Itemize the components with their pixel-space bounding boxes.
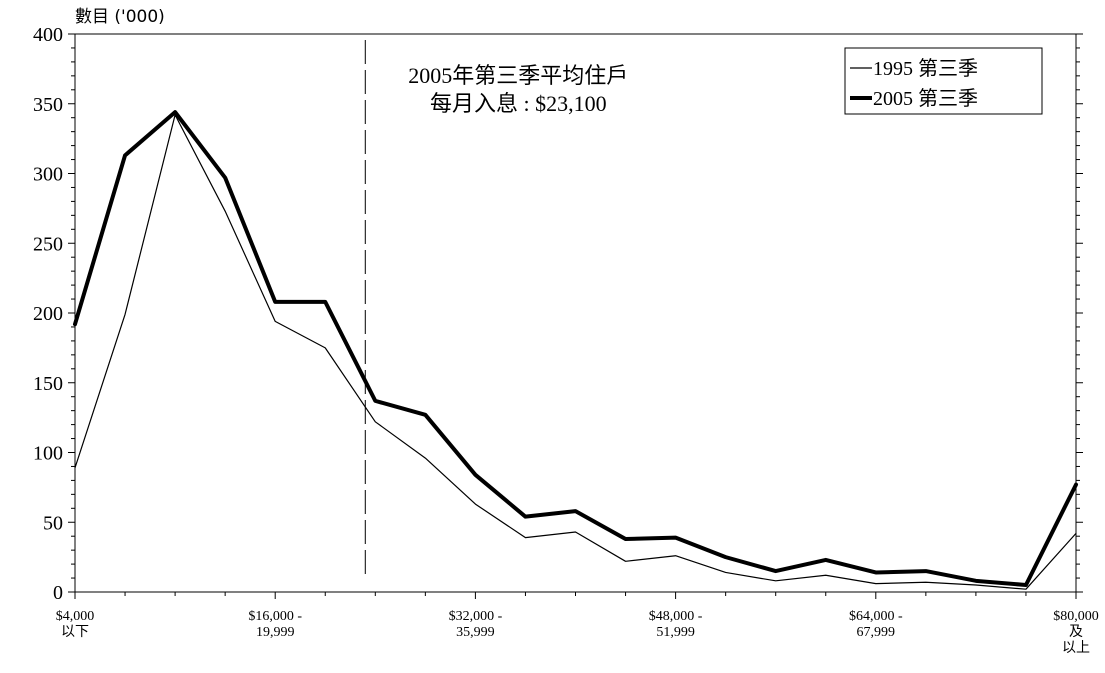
y-tick-label: 300 [33, 164, 63, 186]
legend-label-2005: 2005 第三季 [873, 87, 978, 110]
x-tick-label: $32,000 - [449, 609, 503, 624]
y-tick-label: 200 [33, 303, 63, 325]
legend: 1995 第三季 2005 第三季 [844, 47, 1043, 115]
y-tick-label: 100 [33, 443, 63, 465]
y-tick-labels: 0 50 100 150 200 250 300 350 400 [33, 24, 63, 604]
annotation-line-2: 每月入息 : $23,100 [430, 91, 607, 116]
annotation-line-1: 2005年第三季平均住戶 [408, 63, 628, 88]
series-line-2005 [73, 110, 1078, 588]
x-tick-label: 以上 [1062, 640, 1090, 656]
x-tick-label: 19,999 [256, 625, 295, 640]
x-tick-label: $48,000 - [649, 609, 703, 624]
axes [68, 33, 1083, 599]
x-tick-label: 及 [1069, 624, 1083, 640]
x-tick-label: $64,000 - [849, 609, 903, 624]
y-tick-label: 150 [33, 373, 63, 395]
y-tick-label: 250 [33, 233, 63, 255]
x-tick-label: $4,000 [56, 609, 95, 624]
x-tick-label: 67,999 [857, 625, 896, 640]
x-tick-label: 35,999 [456, 625, 495, 640]
x-tick-label: $16,000 - [248, 609, 302, 624]
legend-label-1995: 1995 第三季 [873, 57, 978, 80]
x-tick-label: 以下 [61, 625, 89, 640]
series-lines [73, 110, 1078, 590]
y-tick-label: 350 [33, 94, 63, 116]
y-tick-label: 0 [53, 582, 63, 604]
y-tick-label: 400 [33, 24, 63, 46]
x-tick-label: 51,999 [656, 625, 695, 640]
y-axis-title: 數目 ('000) [75, 7, 165, 27]
series-line-1995 [74, 114, 1077, 590]
y-tick-label: 50 [43, 512, 63, 534]
x-tick-label: $80,000 [1053, 609, 1099, 624]
legend-box [844, 47, 1043, 115]
